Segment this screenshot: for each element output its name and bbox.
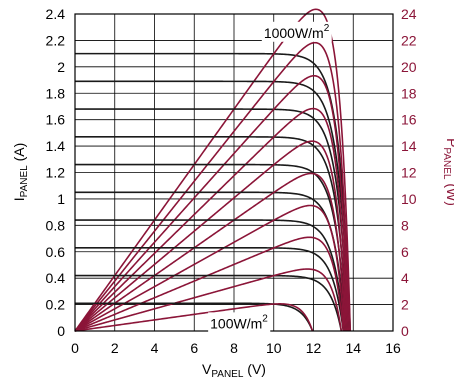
x-tick-label: 0: [71, 340, 79, 356]
x-tick-label: 12: [306, 340, 322, 356]
y-right-tick-label: 0: [401, 323, 409, 339]
x-tick-label: 8: [230, 340, 238, 356]
y-right-tick-label: 24: [401, 6, 417, 22]
irradiance-annotation: 100W/m2: [210, 313, 268, 331]
y-right-axis-label-main: P: [444, 138, 454, 147]
y-left-tick-label: 0.4: [46, 270, 66, 286]
iv-curve: [75, 246, 345, 332]
x-tick-label: 14: [345, 340, 361, 356]
y-left-tick-label: 1.4: [46, 138, 66, 154]
y-right-tick-label: 4: [401, 270, 409, 286]
y-right-axis-label-sub: PANEL: [441, 147, 452, 179]
iv-curve: [75, 191, 347, 332]
y-left-tick-label: 1.2: [46, 165, 66, 181]
y-right-axis-label: PPANEL (W): [441, 138, 454, 206]
pv-curve: [74, 41, 351, 332]
y-right-tick-label: 18: [401, 85, 417, 101]
y-left-axis-label: IPANEL (A): [11, 143, 30, 202]
y-right-tick-label: 6: [401, 244, 409, 260]
y-left-tick-label: 2.4: [46, 6, 66, 22]
annotation-background: [208, 312, 271, 333]
pv-curve: [74, 8, 352, 332]
x-tick-label: 10: [266, 340, 282, 356]
x-axis-label-main: V: [202, 361, 212, 377]
irradiance-annotation: 1000W/m2: [264, 23, 330, 41]
pv-curve: [74, 74, 350, 332]
y-right-tick-label: 12: [401, 165, 417, 181]
x-tick-label: 16: [385, 340, 401, 356]
curves: [74, 8, 352, 332]
y-left-axis-label-sub: PANEL: [19, 165, 30, 197]
iv-curve: [75, 302, 314, 332]
annotations: 1000W/m2 100W/m2: [208, 21, 332, 333]
y-left-tick-label: 0: [57, 323, 65, 339]
x-axis-label-sub: PANEL: [211, 369, 243, 380]
y-right-tick-label: 10: [401, 191, 417, 207]
y-left-tick-label: 1.8: [46, 85, 66, 101]
y-left-tick-label: 0.2: [46, 297, 66, 313]
y-right-tick-label: 20: [401, 59, 417, 75]
x-tick-label: 4: [151, 340, 159, 356]
pv-curve: [74, 268, 343, 332]
pv-curve: [74, 107, 349, 332]
pv-curve: [74, 172, 347, 332]
x-tick-labels: 0 2 4 6 8 10 12 14 16: [71, 340, 401, 356]
pv-curve: [74, 303, 314, 332]
y-left-axis-label-unit: (A): [11, 143, 27, 166]
pv-curve: [74, 204, 346, 332]
y-right-tick-label: 8: [401, 217, 409, 233]
iv-curve: [74, 52, 352, 332]
iv-curve: [74, 274, 343, 332]
x-tick-label: 2: [111, 340, 119, 356]
y-right-axis-label-unit: (W): [444, 179, 454, 205]
y-left-tick-label: 2: [57, 59, 65, 75]
annotation-background: [261, 21, 332, 42]
y-left-tick-labels: 0 0.2 0.4 0.6 0.8 1 1.2 1.4 1.6 1.8 2 2.2 2.4: [46, 6, 66, 339]
y-right-tick-label: 22: [401, 32, 417, 48]
iv-curve: [75, 219, 346, 332]
x-tick-label: 6: [190, 340, 198, 356]
y-left-tick-label: 1: [57, 191, 65, 207]
x-axis-label-unit: (V): [243, 361, 266, 377]
iv-curve: [74, 163, 348, 332]
pv-curve: [74, 140, 348, 332]
y-left-axis-label-main: I: [11, 197, 27, 201]
y-left-tick-label: 0.8: [46, 217, 66, 233]
iv-curve: [75, 136, 349, 332]
iv-curve: [75, 80, 351, 332]
y-left-tick-label: 0.6: [46, 244, 66, 260]
y-left-tick-label: 1.6: [46, 112, 66, 128]
y-right-tick-label: 14: [401, 138, 417, 154]
x-axis-label: VPANEL (V): [202, 361, 266, 380]
y-right-tick-label: 2: [401, 297, 409, 313]
y-left-tick-label: 2.2: [46, 32, 66, 48]
y-right-tick-label: 16: [401, 112, 417, 128]
